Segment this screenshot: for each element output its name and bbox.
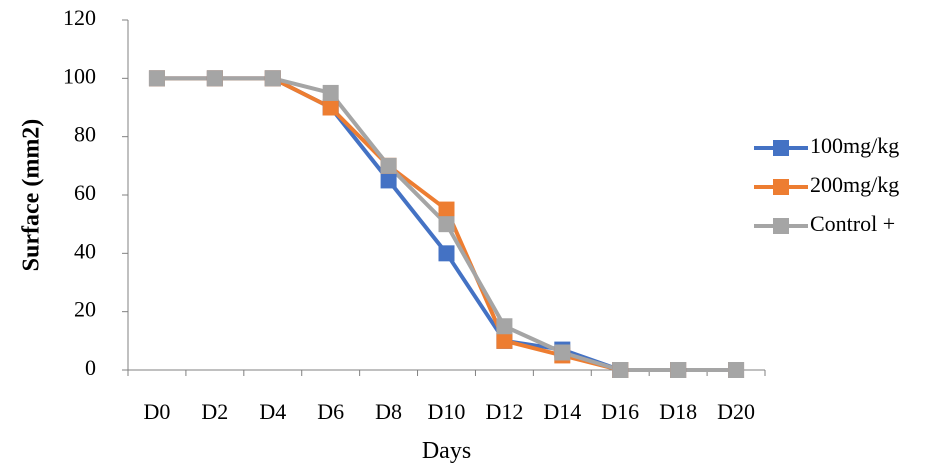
data-point-marker xyxy=(148,70,165,87)
legend-swatch-marker xyxy=(773,179,789,195)
y-axis-title-group: Surface (mm2) xyxy=(19,119,45,272)
y-tick-label: 100 xyxy=(63,63,96,88)
y-tick-label: 80 xyxy=(74,122,96,147)
data-point-marker xyxy=(380,172,397,189)
x-tick-label: D4 xyxy=(259,399,286,424)
legend-item: Control + xyxy=(754,211,895,236)
y-tick-label: 20 xyxy=(74,297,96,322)
y-tick-label: 120 xyxy=(63,5,96,30)
data-point-marker xyxy=(496,318,513,335)
data-point-marker xyxy=(380,157,397,174)
x-tick-label: D20 xyxy=(717,399,755,424)
data-point-marker xyxy=(438,245,455,262)
legend-label: 200mg/kg xyxy=(810,172,899,197)
x-axis-title: Days xyxy=(422,438,471,464)
data-point-marker xyxy=(322,84,339,101)
plot-area xyxy=(148,70,745,378)
x-tick-label: D8 xyxy=(375,399,402,424)
data-point-marker xyxy=(322,99,339,116)
legend: 100mg/kg 200mg/kg Control + xyxy=(754,133,899,236)
data-point-marker xyxy=(728,362,745,378)
y-tick-label: 0 xyxy=(85,355,96,380)
y-tick-labels: 0 20 40 60 80 100 120 xyxy=(63,5,96,380)
data-point-marker xyxy=(438,201,455,218)
data-point-marker xyxy=(264,70,281,87)
legend-label: 100mg/kg xyxy=(810,133,899,158)
x-tick-label: D18 xyxy=(659,399,697,424)
data-point-marker xyxy=(612,362,629,378)
data-point-marker xyxy=(554,344,571,361)
x-tick-label: D16 xyxy=(601,399,639,424)
x-tick-label: D2 xyxy=(201,399,228,424)
y-axis-title: Surface (mm2) xyxy=(19,119,45,272)
legend-swatch-marker xyxy=(773,218,789,234)
data-point-marker xyxy=(206,70,223,87)
legend-item: 200mg/kg xyxy=(754,172,899,197)
x-tick-label: D6 xyxy=(317,399,344,424)
y-tick-label: 40 xyxy=(74,238,96,263)
data-point-marker xyxy=(438,216,455,233)
legend-item: 100mg/kg xyxy=(754,133,899,158)
data-point-marker xyxy=(670,362,687,378)
x-tick-label: D0 xyxy=(144,399,171,424)
x-tick-label: D10 xyxy=(428,399,466,424)
x-tick-label: D12 xyxy=(485,399,523,424)
x-tick-labels: D0 D2 D4 D6 D8 D10 D12 D14 D16 D18 D20 xyxy=(144,399,755,424)
x-tick-label: D14 xyxy=(543,399,581,424)
y-tick-label: 60 xyxy=(74,180,96,205)
data-point-marker xyxy=(496,332,513,349)
legend-swatch-marker xyxy=(773,140,789,156)
legend-label: Control + xyxy=(810,211,895,236)
